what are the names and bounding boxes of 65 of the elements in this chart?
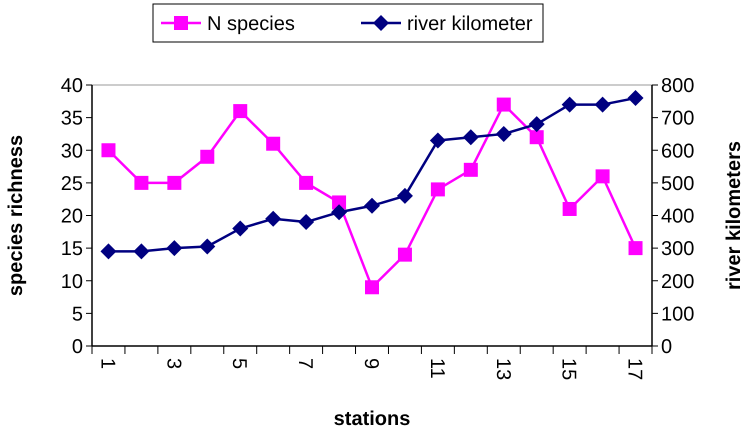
legend-label: river kilometer <box>407 13 533 35</box>
x-tick-label: 5 <box>228 358 250 370</box>
point <box>134 176 148 190</box>
point <box>496 126 512 142</box>
y-tick-label: 20 <box>60 206 83 228</box>
y2-tick-label: 800 <box>661 75 694 97</box>
point <box>233 104 248 118</box>
point <box>396 188 413 204</box>
x-tick-label: 13 <box>492 358 514 380</box>
point <box>628 241 643 256</box>
point <box>562 96 578 113</box>
y-tick-label: 35 <box>60 108 83 130</box>
point <box>133 243 150 260</box>
x-tick-label: 15 <box>558 358 580 380</box>
y2-tick-label: 700 <box>661 108 694 130</box>
point <box>628 90 644 106</box>
point <box>430 132 446 148</box>
y-tick-label: 40 <box>60 75 83 97</box>
y2-tick-label: 200 <box>661 270 694 293</box>
point <box>594 96 611 113</box>
point <box>265 210 282 227</box>
x-tick-label: 7 <box>294 358 316 370</box>
y2-tick-label: 500 <box>661 172 694 195</box>
y2-tick-label: 100 <box>661 303 694 326</box>
point <box>596 169 610 184</box>
y-tick-label: 15 <box>60 238 83 260</box>
point <box>365 280 379 294</box>
point <box>299 176 314 190</box>
point <box>232 220 248 237</box>
point <box>200 150 214 164</box>
y2-tick-label: 400 <box>661 206 694 228</box>
point <box>464 162 478 177</box>
point <box>430 182 445 196</box>
x-tick-label: 1 <box>96 358 118 370</box>
point <box>496 98 511 112</box>
y2-tick-label: 600 <box>661 140 694 162</box>
point <box>331 204 348 220</box>
point <box>199 238 216 254</box>
point <box>100 243 116 260</box>
y-axis-title: species richness <box>5 134 27 296</box>
y2-tick-label: 0 <box>661 336 672 358</box>
y-tick-label: 25 <box>60 172 83 195</box>
y2-tick-label: 300 <box>661 238 694 260</box>
point <box>166 240 182 256</box>
point <box>167 176 182 190</box>
point <box>298 214 314 230</box>
x-axis-title: stations <box>334 408 410 430</box>
point <box>398 248 412 262</box>
y-tick-label: 10 <box>60 270 83 293</box>
point <box>528 116 545 132</box>
legend-label: N species <box>207 13 295 35</box>
point <box>562 202 577 216</box>
y-tick-label: 5 <box>72 303 83 326</box>
point <box>364 198 380 214</box>
x-tick-label: 11 <box>426 358 448 379</box>
x-tick-label: 3 <box>162 358 184 370</box>
point <box>101 143 116 158</box>
point <box>266 136 280 151</box>
y-tick-label: 0 <box>72 336 83 358</box>
x-tick-label: 17 <box>624 358 646 380</box>
point <box>530 130 544 144</box>
x-tick-label: 9 <box>360 358 382 370</box>
y-tick-label: 30 <box>60 140 83 162</box>
y2-axis-title: river kilometers <box>723 141 745 290</box>
point <box>462 129 479 146</box>
